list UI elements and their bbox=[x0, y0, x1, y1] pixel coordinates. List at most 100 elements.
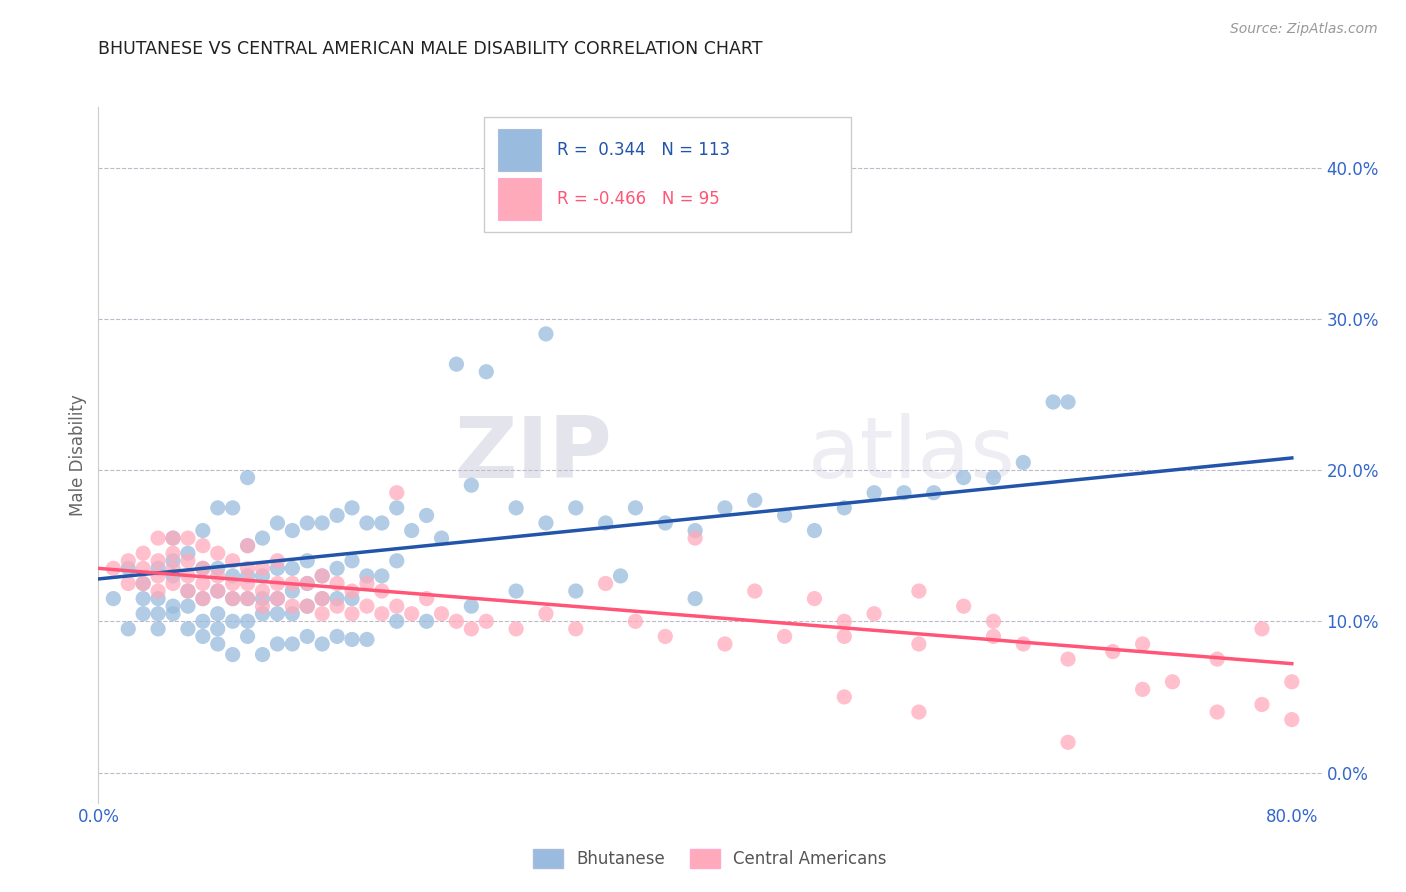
Point bbox=[297, 516, 319, 530]
Point bbox=[565, 584, 588, 599]
Point bbox=[714, 500, 737, 515]
Point bbox=[266, 554, 288, 568]
Point bbox=[252, 591, 274, 606]
Point bbox=[460, 599, 482, 614]
Point bbox=[1132, 682, 1154, 697]
Point bbox=[177, 531, 200, 545]
Point bbox=[221, 591, 243, 606]
Point bbox=[177, 546, 200, 560]
Point bbox=[356, 599, 378, 614]
Point bbox=[1251, 698, 1274, 712]
Point bbox=[1042, 395, 1064, 409]
Text: Source: ZipAtlas.com: Source: ZipAtlas.com bbox=[1230, 22, 1378, 37]
Point bbox=[146, 622, 169, 636]
Point bbox=[162, 531, 184, 545]
Point bbox=[1281, 674, 1303, 689]
Point bbox=[609, 569, 631, 583]
Point bbox=[534, 516, 557, 530]
Point bbox=[683, 524, 706, 538]
Point bbox=[340, 591, 363, 606]
Point bbox=[236, 629, 259, 643]
Point bbox=[683, 531, 706, 545]
Point bbox=[430, 607, 453, 621]
Point bbox=[371, 584, 394, 599]
Point bbox=[952, 470, 974, 484]
Point bbox=[922, 485, 945, 500]
Point bbox=[146, 561, 169, 575]
Point bbox=[803, 591, 825, 606]
Point bbox=[385, 554, 408, 568]
Point bbox=[773, 629, 796, 643]
Point bbox=[207, 607, 229, 621]
Point bbox=[281, 607, 304, 621]
Point bbox=[714, 637, 737, 651]
Point bbox=[191, 591, 214, 606]
Point bbox=[146, 569, 169, 583]
Point bbox=[132, 546, 155, 560]
Point bbox=[983, 629, 1005, 643]
Point bbox=[266, 591, 288, 606]
Point bbox=[1101, 644, 1123, 658]
Point bbox=[266, 516, 288, 530]
Point bbox=[221, 500, 243, 515]
Point bbox=[311, 569, 333, 583]
Point bbox=[236, 576, 259, 591]
Point bbox=[132, 561, 155, 575]
Point bbox=[1057, 652, 1080, 666]
Point bbox=[356, 516, 378, 530]
Point bbox=[236, 591, 259, 606]
Point bbox=[281, 576, 304, 591]
Point bbox=[191, 576, 214, 591]
Point bbox=[162, 607, 184, 621]
Point bbox=[1281, 713, 1303, 727]
Point bbox=[1012, 637, 1035, 651]
Point bbox=[908, 705, 931, 719]
Point bbox=[326, 591, 349, 606]
Point bbox=[311, 591, 333, 606]
Y-axis label: Male Disability: Male Disability bbox=[69, 394, 87, 516]
Point bbox=[460, 622, 482, 636]
Point bbox=[252, 599, 274, 614]
Point bbox=[326, 576, 349, 591]
Point bbox=[803, 524, 825, 538]
Point bbox=[146, 554, 169, 568]
FancyBboxPatch shape bbox=[484, 118, 851, 232]
Point bbox=[132, 591, 155, 606]
Point bbox=[832, 629, 855, 643]
Point bbox=[117, 576, 139, 591]
Point bbox=[505, 500, 527, 515]
Point bbox=[908, 637, 931, 651]
Point bbox=[146, 531, 169, 545]
Point bbox=[595, 516, 617, 530]
Point bbox=[340, 584, 363, 599]
Point bbox=[1132, 637, 1154, 651]
Point bbox=[371, 607, 394, 621]
Point bbox=[221, 591, 243, 606]
Point bbox=[281, 637, 304, 651]
Point bbox=[326, 508, 349, 523]
Point bbox=[177, 599, 200, 614]
Point bbox=[191, 591, 214, 606]
Point bbox=[326, 629, 349, 643]
Bar bbox=[498, 178, 541, 219]
Point bbox=[221, 615, 243, 629]
Point bbox=[221, 554, 243, 568]
Point bbox=[1206, 652, 1229, 666]
Point bbox=[252, 648, 274, 662]
Bar bbox=[498, 129, 541, 171]
Point bbox=[252, 607, 274, 621]
Point bbox=[340, 500, 363, 515]
Point bbox=[117, 554, 139, 568]
Point bbox=[207, 546, 229, 560]
Point bbox=[236, 470, 259, 484]
Point bbox=[132, 576, 155, 591]
Point bbox=[252, 561, 274, 575]
Point bbox=[207, 561, 229, 575]
Point bbox=[132, 607, 155, 621]
Point bbox=[281, 599, 304, 614]
Point bbox=[177, 569, 200, 583]
Point bbox=[236, 591, 259, 606]
Point bbox=[415, 508, 437, 523]
Point bbox=[221, 576, 243, 591]
Point bbox=[252, 569, 274, 583]
